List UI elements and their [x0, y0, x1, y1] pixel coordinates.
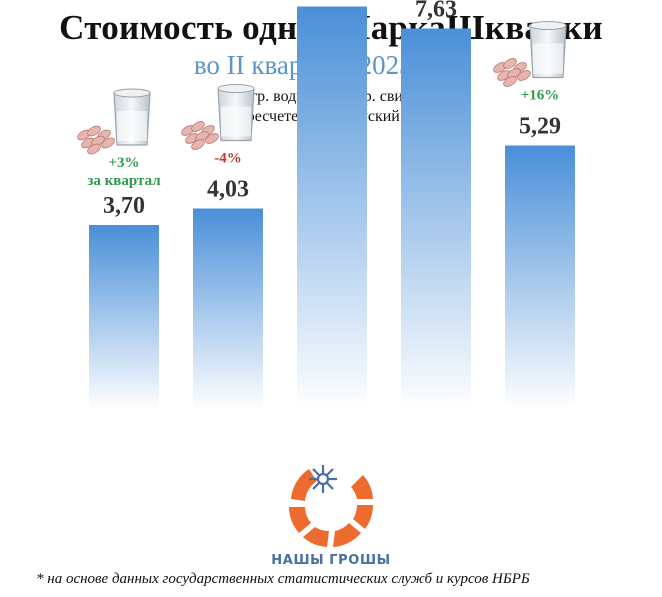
vodka-glass-icon [529, 21, 567, 79]
change-label: -4% [214, 151, 242, 167]
brand-logo: НАШЫ ГРОШЫ [0, 455, 662, 575]
pork-snack-icon [181, 121, 219, 150]
brand-name: НАШЫ ГРОШЫ [271, 553, 391, 568]
bar-1 [89, 225, 159, 410]
bar-2 [193, 208, 263, 410]
value-label: 7,63 [415, 0, 457, 23]
change-label: +3% [108, 155, 139, 171]
value-label: 4,03 [207, 177, 249, 203]
bar-3 [297, 6, 367, 410]
bar-4 [401, 28, 471, 410]
pork-snack-icon [493, 58, 531, 87]
value-label: 3,70 [103, 193, 145, 219]
value-label: 5,29 [519, 114, 561, 140]
vodka-glass-icon [217, 84, 255, 142]
bar-5 [505, 145, 575, 410]
change-note: за квартал [87, 173, 161, 189]
change-label: +16% [521, 88, 560, 104]
pork-snack-icon [77, 125, 115, 155]
value-label: 8,07 [311, 0, 353, 1]
vodka-glass-icon [113, 88, 151, 146]
brand-logo-icon [289, 465, 373, 547]
footnote: * на основе данных государственных стати… [36, 571, 530, 587]
